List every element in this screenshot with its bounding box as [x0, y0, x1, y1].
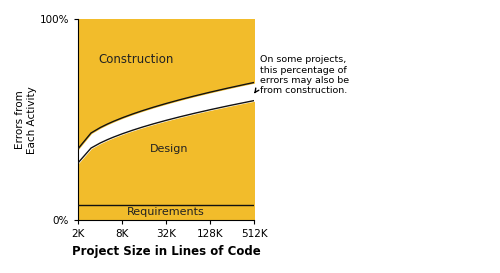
Text: On some projects,
this percentage of
errors may also be
from construction.: On some projects, this percentage of err… [255, 55, 348, 96]
Y-axis label: Errors from
Each Activity: Errors from Each Activity [15, 86, 36, 154]
Text: Construction: Construction [98, 53, 174, 66]
Text: Requirements: Requirements [127, 207, 205, 217]
Text: Design: Design [150, 144, 189, 154]
X-axis label: Project Size in Lines of Code: Project Size in Lines of Code [72, 245, 260, 258]
